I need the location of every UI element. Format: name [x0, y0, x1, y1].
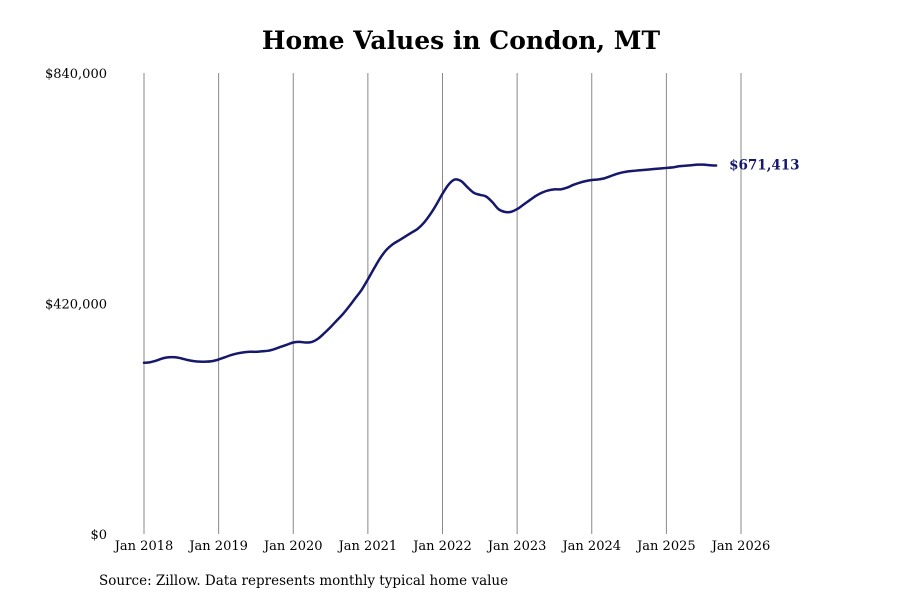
- x-tick-label: Jan 2022: [411, 539, 472, 554]
- x-tick-label: Jan 2026: [710, 539, 771, 554]
- y-tick-label: $420,000: [45, 298, 107, 313]
- x-tick-label: Jan 2021: [337, 539, 398, 554]
- chart-title: Home Values in Condon, MT: [261, 26, 661, 55]
- y-tick-label: $840,000: [45, 67, 107, 82]
- y-tick-label: $0: [90, 528, 107, 543]
- x-tick-label: Jan 2018: [113, 539, 174, 554]
- x-tick-label: Jan 2020: [262, 539, 323, 554]
- source-note: Source: Zillow. Data represents monthly …: [99, 573, 509, 589]
- x-tick-label: Jan 2025: [635, 539, 696, 554]
- y-axis-ticks: $0 $420,000 $840,000: [45, 67, 107, 543]
- grid-lines: [143, 73, 742, 534]
- x-axis-ticks: Jan 2018 Jan 2019 Jan 2020 Jan 2021 Jan 2022…: [113, 539, 771, 554]
- x-tick-label: Jan 2023: [486, 539, 547, 554]
- x-tick-label: Jan 2024: [560, 539, 621, 554]
- end-value-label: $671,413: [729, 158, 799, 174]
- x-tick-label: Jan 2019: [187, 539, 248, 554]
- series-layer: $671,413: [142, 158, 800, 365]
- home-value-series-line: [142, 163, 718, 365]
